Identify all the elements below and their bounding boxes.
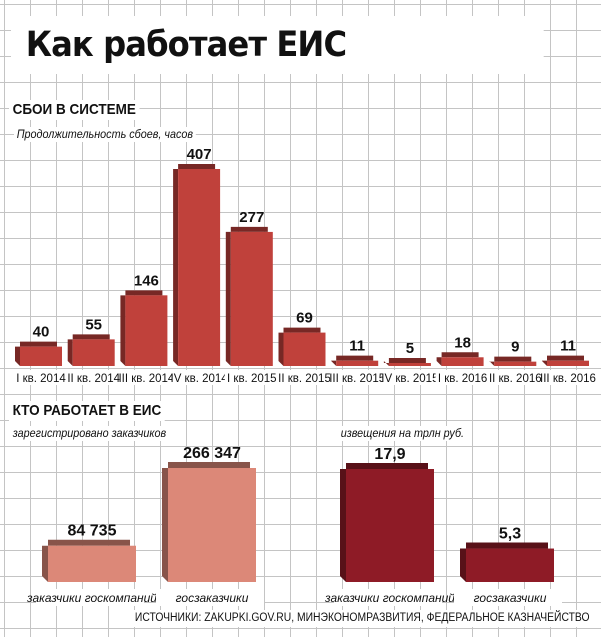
bar-value-label: 17,9 <box>374 446 405 463</box>
bar <box>20 346 62 366</box>
category-label-bg <box>330 370 383 385</box>
notices-chart-label: извещения на трлн руб. <box>338 426 467 441</box>
category-label: II кв. 2014 <box>67 373 120 385</box>
bar-side <box>173 164 216 366</box>
category-label-bg <box>119 370 172 385</box>
bar-value-label: 9 <box>511 339 519 356</box>
bar-side <box>489 356 532 366</box>
bar-side <box>331 355 374 366</box>
bar <box>466 548 554 582</box>
bar-side <box>542 355 584 366</box>
bar-value-label: 55 <box>85 316 102 333</box>
bar <box>441 357 484 366</box>
category-label-bg <box>541 370 593 385</box>
bar-value-label: 11 <box>349 338 365 355</box>
bar <box>283 332 326 366</box>
bar-value-label: 84 735 <box>68 523 117 540</box>
category-label: госзаказчики <box>474 591 547 605</box>
category-label: заказчики госкомпаний <box>324 591 455 605</box>
category-label: III кв. 2015 <box>329 373 385 385</box>
category-label-bg <box>277 370 330 385</box>
bar <box>48 545 136 582</box>
bar-value-label: 407 <box>187 146 212 163</box>
failures-axis-label: Продолжительность сбоев, часов <box>14 127 196 142</box>
bar-value-label: 69 <box>296 310 313 327</box>
section-heading-who-works: КТО РАБОТАЕТ В ЕИС <box>9 401 165 421</box>
category-label-bg <box>454 589 562 606</box>
category-label-bg <box>488 370 541 385</box>
category-label-bg <box>172 370 225 385</box>
bar <box>388 363 431 366</box>
bar-side <box>120 290 163 366</box>
bar-side <box>436 352 479 366</box>
source-note: ИСТОЧНИКИ: ZAKUPKI.GOV.RU, МИНЭКОНОМРАЗВ… <box>131 610 593 627</box>
category-label-bg <box>36 589 144 606</box>
category-label: IV кв. 2014 <box>171 373 229 385</box>
bar <box>178 169 221 366</box>
bar-side <box>278 327 321 366</box>
category-label-bg <box>382 370 435 385</box>
category-label-bg <box>334 589 442 606</box>
category-label: II кв. 2015 <box>278 373 331 385</box>
bar <box>72 339 115 366</box>
category-label-bg <box>14 370 66 385</box>
bar-side <box>460 542 548 582</box>
bar-side <box>225 226 268 366</box>
category-label: I кв. 2016 <box>438 373 488 385</box>
category-label: III кв. 2014 <box>118 373 174 385</box>
category-label-bg <box>224 370 277 385</box>
bar-side <box>42 539 130 582</box>
bar <box>336 360 379 366</box>
bar <box>125 295 168 366</box>
page-title: Как работает ЕИС <box>11 16 544 74</box>
category-label: III кв. 2016 <box>540 373 596 385</box>
bar-value-label: 266 347 <box>183 445 241 462</box>
bar <box>346 469 434 582</box>
category-label-bg <box>435 370 488 385</box>
bar-value-label: 5 <box>406 340 414 357</box>
category-label: заказчики госкомпаний <box>26 591 157 605</box>
bar-value-label: 11 <box>560 338 576 355</box>
bar-side <box>67 334 110 366</box>
section-heading-failures: СБОИ В СИСТЕМЕ <box>9 100 140 120</box>
category-label: I кв. 2014 <box>16 373 66 385</box>
bar-value-label: 146 <box>134 272 159 289</box>
customers-chart-label: зарегистрировано заказчиков <box>10 426 169 441</box>
category-label-bg <box>156 589 264 606</box>
bar-value-label: 40 <box>33 324 50 341</box>
category-label: I кв. 2015 <box>227 373 277 385</box>
bar-side <box>15 341 57 366</box>
bar-value-label: 277 <box>239 209 264 226</box>
category-label: IV кв. 2015 <box>381 373 438 385</box>
category-label: II кв. 2016 <box>489 373 542 385</box>
bar-value-label: 5,3 <box>499 526 521 543</box>
category-label: госзаказчики <box>176 591 249 605</box>
category-label-bg <box>66 370 119 385</box>
bar <box>168 468 256 582</box>
bar-side <box>383 358 426 366</box>
bar <box>494 361 537 366</box>
bar <box>230 231 273 366</box>
bar-value-label: 18 <box>454 334 471 351</box>
bar <box>547 360 589 366</box>
